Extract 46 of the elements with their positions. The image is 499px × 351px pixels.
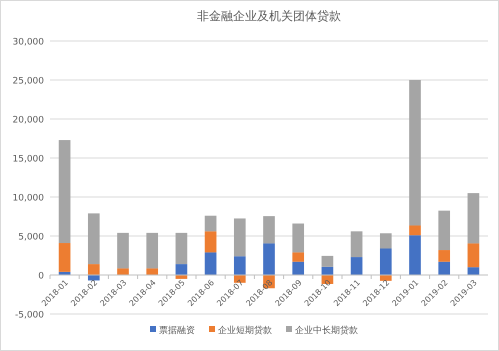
y-tick-label: 20,000 [12, 116, 44, 126]
bar [204, 216, 216, 232]
bar [263, 216, 275, 244]
bar [176, 264, 188, 275]
bar [409, 80, 421, 226]
y-tick-label: 0 [38, 272, 44, 282]
bar [438, 250, 450, 262]
bar [292, 262, 304, 275]
bar [438, 262, 450, 275]
bar [380, 248, 392, 275]
bar [468, 267, 480, 275]
bar [58, 243, 70, 272]
bar [117, 232, 129, 268]
y-tick-label: 25,000 [12, 76, 44, 86]
bar [380, 233, 392, 248]
bar [322, 256, 334, 267]
legend-label: 企业中长期贷款 [295, 325, 358, 336]
chart-title: 非金融企业及机关团体贷款 [197, 9, 341, 23]
bar [117, 268, 129, 275]
bar [438, 210, 450, 250]
bar [234, 218, 246, 256]
bar [88, 213, 100, 264]
bar [263, 243, 275, 275]
bar [234, 256, 246, 275]
y-tick-label: 30,000 [12, 38, 44, 48]
legend-label: 票据融资 [159, 325, 195, 336]
bar [292, 224, 304, 252]
y-tick-label: 5,000 [18, 232, 44, 242]
bar [204, 231, 216, 252]
y-tick-label: 15,000 [12, 154, 44, 164]
y-tick-label: -5,000 [14, 310, 44, 320]
bar [350, 231, 362, 258]
bar [292, 252, 304, 262]
bar [350, 257, 362, 275]
legend-label: 企业短期贷款 [218, 325, 272, 336]
bar [88, 264, 100, 275]
y-tick-label: 10,000 [12, 194, 44, 204]
bar [409, 235, 421, 275]
bar [58, 140, 70, 244]
bar [204, 252, 216, 275]
bar [468, 243, 480, 268]
bar [322, 266, 334, 275]
bar [468, 193, 480, 244]
bar [146, 232, 158, 268]
bar [409, 225, 421, 236]
bar [176, 232, 188, 264]
